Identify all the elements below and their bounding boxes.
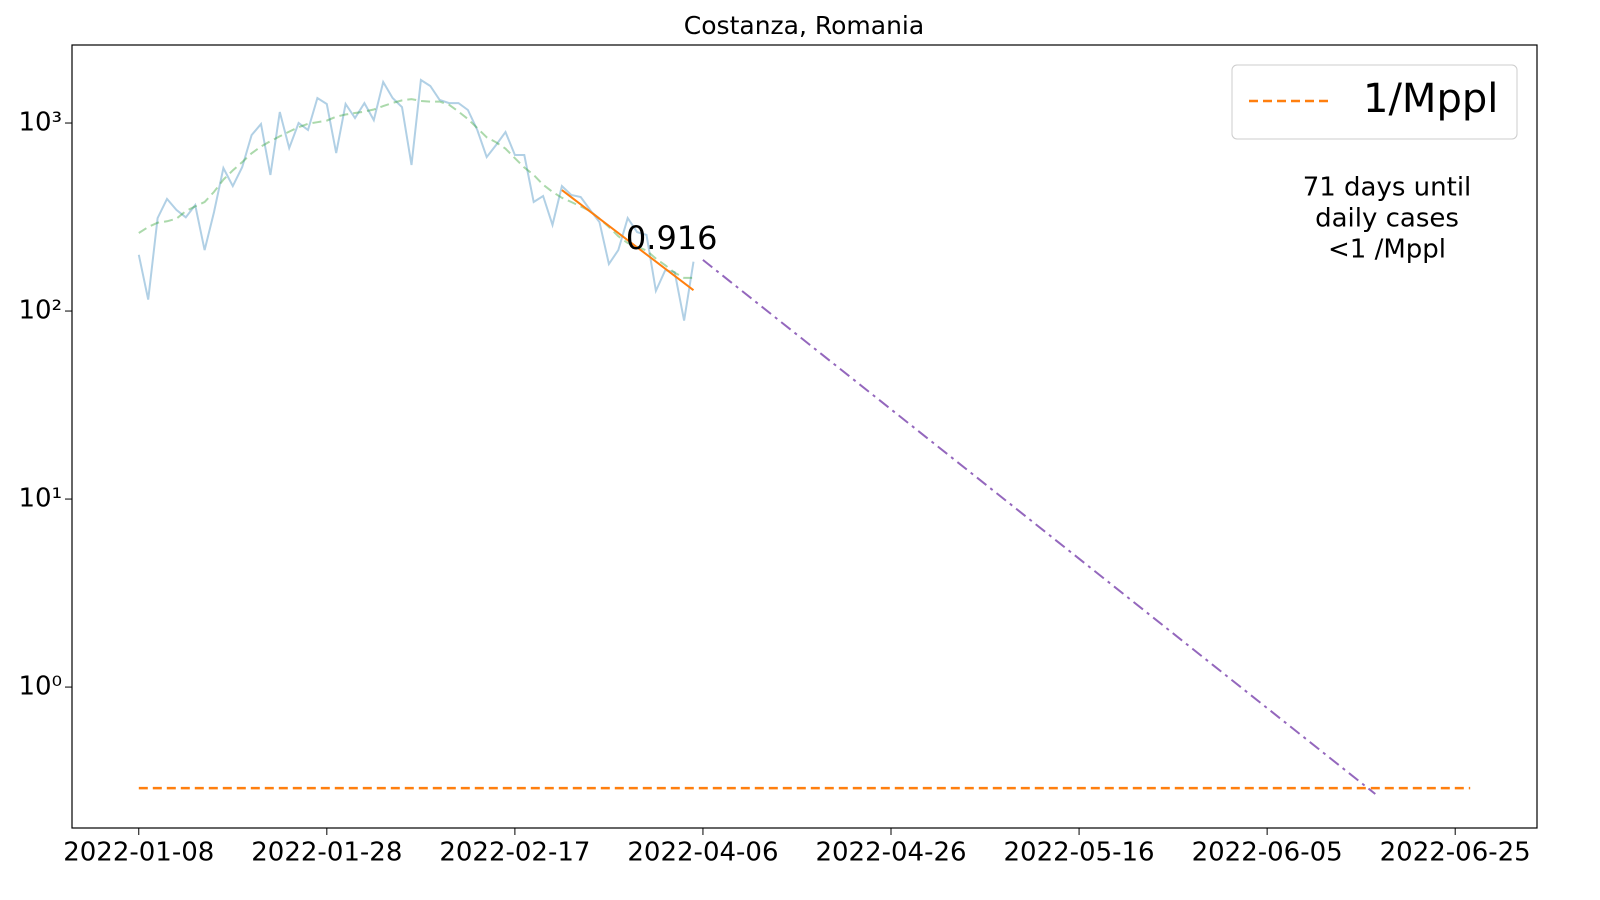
x-tick-label: 2022-01-28 [251, 838, 402, 868]
y-tick-label: 10² [18, 296, 62, 326]
series-line [138, 98, 694, 279]
plot-frame [71, 44, 1538, 829]
projection-annotation: daily cases [1315, 204, 1459, 234]
chart-title: Costanza, Romania [684, 11, 924, 40]
y-tick-label: 10¹ [18, 484, 62, 514]
x-tick-label: 2022-04-06 [627, 838, 778, 868]
x-tick-label: 2022-05-16 [1004, 838, 1155, 868]
y-tick-label: 10⁰ [18, 672, 62, 702]
projection-annotation: 71 days until [1303, 173, 1472, 203]
series-line [561, 189, 695, 291]
x-tick-label: 2022-06-25 [1380, 838, 1531, 868]
legend-label: 1/Mppl [1363, 76, 1498, 122]
y-tick-label: 10³ [18, 108, 62, 138]
projection-annotation: <1 /Mppl [1328, 235, 1446, 265]
x-tick-label: 2022-06-05 [1192, 838, 1343, 868]
fit-annotation: 0.916 [626, 219, 718, 257]
series-line [702, 259, 1376, 795]
series-line [137, 78, 695, 321]
x-tick-label: 2022-01-08 [63, 838, 214, 868]
legend-box [1231, 64, 1518, 140]
x-tick-label: 2022-04-26 [815, 838, 966, 868]
x-tick-label: 2022-02-17 [439, 838, 590, 868]
